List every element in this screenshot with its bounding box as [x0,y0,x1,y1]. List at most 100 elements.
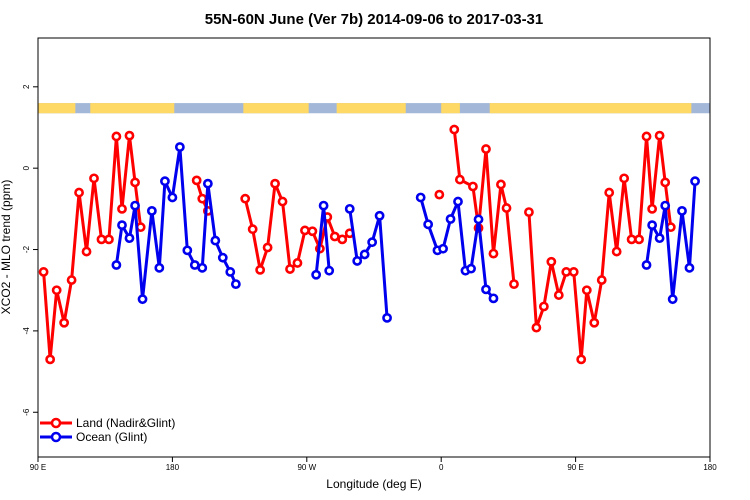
series-1-point-0-6 [154,262,165,273]
x-tick-label-1: 180 [166,463,180,472]
series-0-point-0-4 [66,275,77,285]
series-1-point-0-3 [130,200,140,211]
y-tick-label-1: -4 [22,327,31,335]
series-1-point-4-4 [667,294,678,305]
series-0-point-0-9 [104,234,114,245]
x-tick-label-5: 180 [703,463,717,472]
series-0-point-0-3 [59,317,70,328]
series-1-line-3 [419,197,495,300]
series-1-point-3-10 [488,293,499,304]
series-0-point-0-10 [111,131,122,142]
land-band-4 [441,103,460,114]
series-1-point-3-7 [466,263,476,274]
series-1-point-0-2 [124,233,135,244]
series-0-point-2-3 [262,242,273,253]
series-1-point-0-4 [137,294,148,305]
series-0-point-5-4 [553,290,564,300]
series-1-point-0-0 [111,260,122,270]
series-0-point-2-1 [247,224,258,235]
land-band-2 [243,103,309,114]
series-0-point-1-1 [197,193,208,204]
series-0-point-2-8 [300,225,310,236]
series-0-point-4-6 [496,179,506,190]
x-tick-label-0: 90 E [30,463,46,472]
series-0-point-4-8 [509,279,519,290]
series-0-point-4-0 [449,124,460,135]
series-0-point-5-15 [634,234,644,245]
legend-marker-land [50,417,62,429]
series-0-point-5-10 [596,275,607,285]
series-1-point-4-2 [654,233,665,244]
x-axis-label: Longitude (deg E) [326,477,421,491]
series-0-point-5-8 [581,285,592,296]
y-tick-label-4: 2 [22,84,31,89]
series-0-point-0-1 [45,354,56,365]
series-0-point-2-7 [292,258,303,268]
series-0-point-5-11 [604,187,615,198]
series-0-point-2-6 [285,264,295,274]
x-tick-label-3: 0 [439,463,444,472]
series-0-point-4-1 [454,174,465,185]
series-1-point-2-1 [352,256,363,266]
series-0-point-5-6 [568,267,579,277]
series-0-point-5-3 [546,256,557,267]
series-0-point-1-0 [191,175,202,186]
series-1-point-0-15 [217,252,228,263]
series-1-point-1-2 [324,265,335,276]
series-0-point-0-13 [130,177,140,188]
series-0-point-5-7 [576,354,587,365]
series-0-point-2-9 [307,226,318,237]
land-ocean-strip [38,103,710,114]
series-1-point-3-4 [445,214,456,224]
series-0-point-5-18 [654,130,665,141]
series-1-point-4-1 [647,220,658,231]
legend-marker-ocean [50,431,62,443]
series-0-point-2-5 [277,196,288,207]
series-0-point-0-0 [38,267,49,277]
series-0-point-0-7 [89,173,99,184]
series-1-point-0-14 [210,235,221,246]
y-axis-label: XCO2 - MLO trend (ppm) [0,180,13,315]
series-0-point-0-8 [96,234,107,245]
series-1-point-2-4 [374,210,385,221]
legend: Land (Nadir&Glint) Ocean (Glint) [40,416,175,444]
series-1-point-0-13 [202,178,213,189]
series-0-line-2 [243,182,351,272]
y-tick-label-3: 0 [22,165,31,170]
legend-label-ocean: Ocean (Glint) [76,430,147,444]
land-band-0 [38,103,76,114]
series-1-point-0-9 [174,142,185,152]
series-1-point-2-2 [359,249,370,260]
series-0-point-2-13 [337,234,348,245]
series-0-point-4-4 [481,144,491,154]
series-layer [38,124,700,365]
series-0-point-0-11 [117,203,127,214]
series-1-point-4-6 [684,262,695,273]
series-0-point-0-6 [81,246,92,257]
land-band-1 [90,103,175,114]
series-0-point-5-9 [589,317,600,328]
series-0-point-0-12 [124,130,135,141]
series-1-point-0-7 [160,176,170,187]
series-1-point-4-3 [660,200,671,211]
series-0-point-5-2 [538,301,549,312]
series-1-point-2-5 [382,312,392,323]
series-1-point-2-3 [367,237,378,248]
series-1-point-4-0 [641,260,652,270]
series-0-point-5-14 [626,234,637,245]
series-0-point-4-2 [468,181,478,192]
series-0 [38,124,676,365]
series-0-point-4-5 [488,248,499,259]
series-0-point-0-5 [74,187,84,198]
series-1-point-2-0 [344,203,355,214]
series-0-point-2-4 [270,178,280,189]
series-0-point-5-19 [660,177,671,188]
series-0-point-5-13 [619,173,630,184]
series-1-point-0-5 [146,205,157,216]
series-1-point-3-5 [453,196,463,207]
series-1 [111,142,700,323]
series-1-point-3-9 [481,284,491,295]
y-tick-label-2: -2 [22,245,31,253]
series-1-point-3-0 [415,192,426,203]
